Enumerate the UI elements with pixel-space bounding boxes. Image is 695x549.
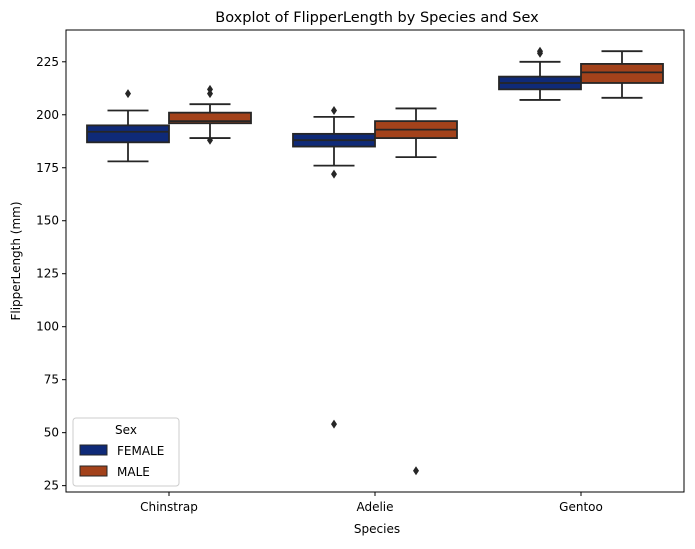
box-group xyxy=(580,50,664,99)
y-tick-label: 175 xyxy=(36,161,59,175)
box xyxy=(86,124,170,144)
box xyxy=(168,111,252,125)
outlier-marker xyxy=(125,89,131,99)
legend-title: Sex xyxy=(115,423,137,437)
y-tick-label: 125 xyxy=(36,267,59,281)
y-tick-label: 100 xyxy=(36,320,59,334)
y-axis: 25 50 75 100 125 150 175 200 225 xyxy=(36,55,66,493)
legend-entry: FEMALE xyxy=(117,444,164,458)
outlier-marker xyxy=(331,106,337,116)
x-tick-label: Adelie xyxy=(356,500,393,514)
y-tick-label: 225 xyxy=(36,55,59,69)
y-tick-label: 25 xyxy=(44,479,59,493)
box-group xyxy=(498,46,582,101)
y-axis-label: FlipperLength (mm) xyxy=(9,201,23,320)
x-axis-label: Species xyxy=(354,522,400,536)
box-group xyxy=(292,106,376,429)
box-group xyxy=(374,107,458,476)
x-tick-label: Gentoo xyxy=(559,500,603,514)
legend-swatch xyxy=(79,444,108,456)
y-tick-label: 150 xyxy=(36,214,59,228)
legend: Sex FEMALE MALE xyxy=(72,417,180,487)
y-tick-label: 50 xyxy=(44,426,59,440)
box xyxy=(580,63,664,84)
outlier-marker xyxy=(537,46,543,56)
y-tick-label: 75 xyxy=(44,373,59,387)
x-tick-label: Chinstrap xyxy=(140,500,198,514)
outlier-marker xyxy=(207,135,213,145)
outlier-marker xyxy=(331,169,337,179)
outlier-marker xyxy=(413,466,419,476)
outlier-marker xyxy=(207,89,213,99)
plot-area xyxy=(86,46,664,476)
box-group xyxy=(168,84,252,145)
outlier-marker xyxy=(331,419,337,429)
chart-title: Boxplot of FlipperLength by Species and … xyxy=(215,10,539,26)
x-axis: Chinstrap Adelie Gentoo xyxy=(140,492,603,514)
y-tick-label: 200 xyxy=(36,108,59,122)
legend-entry: MALE xyxy=(117,465,150,479)
box-group xyxy=(86,89,170,163)
legend-swatch xyxy=(79,465,108,477)
